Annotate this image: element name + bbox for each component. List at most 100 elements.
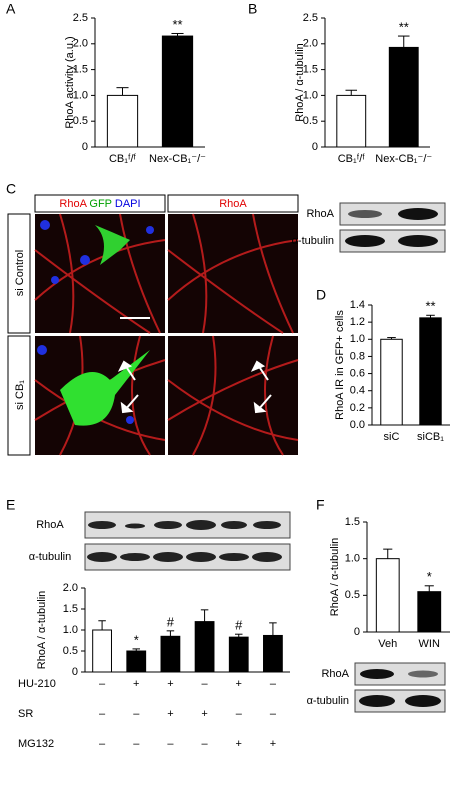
header-word: DAPI bbox=[115, 198, 141, 210]
y-tick-label: 2.0 bbox=[63, 582, 78, 594]
arrows bbox=[117, 360, 272, 414]
bar bbox=[126, 650, 147, 673]
y-tick-label: 0.8 bbox=[350, 350, 365, 362]
bar bbox=[194, 621, 215, 673]
y-tick-label: 0.0 bbox=[350, 419, 365, 431]
treatment-mark: + bbox=[201, 708, 207, 720]
row-box bbox=[7, 335, 31, 456]
y-tick-label: 0 bbox=[312, 141, 318, 153]
treatment-mark: – bbox=[202, 678, 209, 690]
row-label: si Control bbox=[14, 250, 26, 296]
treatment-mark: – bbox=[133, 738, 140, 750]
y-tick-label: 0.6 bbox=[350, 367, 365, 379]
bar bbox=[92, 629, 112, 673]
treatment-mark: – bbox=[99, 708, 106, 720]
blot-label: α-tubulin bbox=[292, 235, 334, 247]
y-tick-label: 1.2 bbox=[350, 316, 365, 328]
image bbox=[168, 336, 298, 455]
treatment-mark: – bbox=[99, 678, 106, 690]
gfp-cell bbox=[95, 225, 130, 265]
panel-letter: C bbox=[6, 181, 16, 197]
header-word: GFP bbox=[89, 198, 111, 210]
treatment-name: MG132 bbox=[18, 738, 54, 750]
band bbox=[345, 235, 385, 247]
header: RhoA bbox=[219, 198, 247, 210]
treatment-mark: – bbox=[99, 738, 106, 750]
treatment-mark: – bbox=[167, 738, 174, 750]
y-tick-label: 1.5 bbox=[345, 516, 360, 528]
blot-label: RhoA bbox=[321, 668, 349, 680]
x-tick-label: CB₁ᶠ/ᶠ bbox=[109, 153, 137, 165]
header-box bbox=[167, 194, 299, 213]
bar bbox=[106, 94, 139, 148]
y-tick-label: 1.5 bbox=[303, 64, 318, 76]
y-tick-label: 0 bbox=[82, 141, 88, 153]
significance: ** bbox=[172, 17, 182, 32]
y-tick-label: 0 bbox=[354, 626, 360, 638]
blot-label: RhoA bbox=[306, 208, 334, 220]
band bbox=[348, 210, 382, 218]
y-tick-label: 0.5 bbox=[73, 115, 88, 127]
y-tick-label: 2.5 bbox=[73, 12, 88, 24]
bar bbox=[375, 558, 400, 633]
panel-letter: A bbox=[6, 1, 16, 17]
band bbox=[398, 208, 438, 220]
band bbox=[408, 670, 438, 678]
y-tick-label: 1.0 bbox=[303, 89, 318, 101]
y-tick-label: 0.4 bbox=[350, 385, 365, 397]
x-tick-label: CB₁ᶠ/ᶠ bbox=[338, 153, 366, 165]
x-tick-label: Veh bbox=[378, 638, 397, 650]
y-tick-label: 0.5 bbox=[303, 115, 318, 127]
band bbox=[405, 695, 441, 707]
x-tick-label: Nex-CB₁⁻/⁻ bbox=[149, 153, 206, 165]
y-tick-label: 1.5 bbox=[73, 64, 88, 76]
treatment-mark: + bbox=[236, 678, 242, 690]
x-tick-label: siC bbox=[384, 431, 400, 443]
blots: RhoA α-tubulin RhoA α-tubulin RhoA α-tub… bbox=[29, 202, 446, 713]
significance: * bbox=[427, 569, 432, 584]
header-word: RhoA bbox=[59, 198, 87, 210]
bands bbox=[87, 520, 282, 562]
image bbox=[35, 214, 165, 333]
y-tick-label: 0.5 bbox=[63, 645, 78, 657]
significance: ** bbox=[399, 19, 409, 34]
bar bbox=[380, 338, 403, 426]
header-box bbox=[34, 194, 166, 213]
band bbox=[398, 235, 438, 247]
treatment-mark: – bbox=[270, 708, 277, 720]
y-tick-label: 1.0 bbox=[63, 624, 78, 636]
treatment-mark: + bbox=[270, 738, 276, 750]
treatment-mark: – bbox=[202, 738, 209, 750]
y-axis-label: RhoA / α-tubulin bbox=[329, 538, 341, 617]
y-tick-label: 1.5 bbox=[63, 603, 78, 615]
image bbox=[168, 214, 298, 333]
y-tick-label: 0 bbox=[72, 666, 78, 678]
y-tick-label: 2.0 bbox=[73, 38, 88, 50]
treatment-mark: – bbox=[236, 708, 243, 720]
bar bbox=[336, 94, 367, 148]
bar bbox=[228, 636, 249, 673]
significance: # bbox=[235, 618, 243, 633]
y-tick-label: 0.5 bbox=[345, 589, 360, 601]
panel-letter: E bbox=[6, 497, 15, 513]
significance: ** bbox=[425, 299, 435, 314]
y-tick-label: 2.5 bbox=[303, 12, 318, 24]
band bbox=[360, 669, 394, 679]
bar bbox=[263, 634, 283, 673]
panel-letter: D bbox=[316, 287, 326, 303]
treatment-mark: + bbox=[133, 678, 139, 690]
row-label: si CB₁ bbox=[14, 380, 26, 410]
y-tick-label: 0.2 bbox=[350, 402, 365, 414]
treatment-mark: + bbox=[167, 678, 173, 690]
y-axis-label: RhoA / α-tubulin bbox=[36, 591, 48, 670]
blot-label: RhoA bbox=[36, 519, 64, 531]
bar bbox=[160, 635, 181, 673]
band bbox=[359, 695, 395, 707]
significance: * bbox=[134, 632, 139, 647]
panel-letter: B bbox=[248, 1, 257, 17]
treatment-mark: + bbox=[167, 708, 173, 720]
treatment-name: HU-210 bbox=[18, 678, 56, 690]
x-tick-label: WIN bbox=[419, 638, 440, 650]
blot-strip bbox=[354, 662, 446, 686]
